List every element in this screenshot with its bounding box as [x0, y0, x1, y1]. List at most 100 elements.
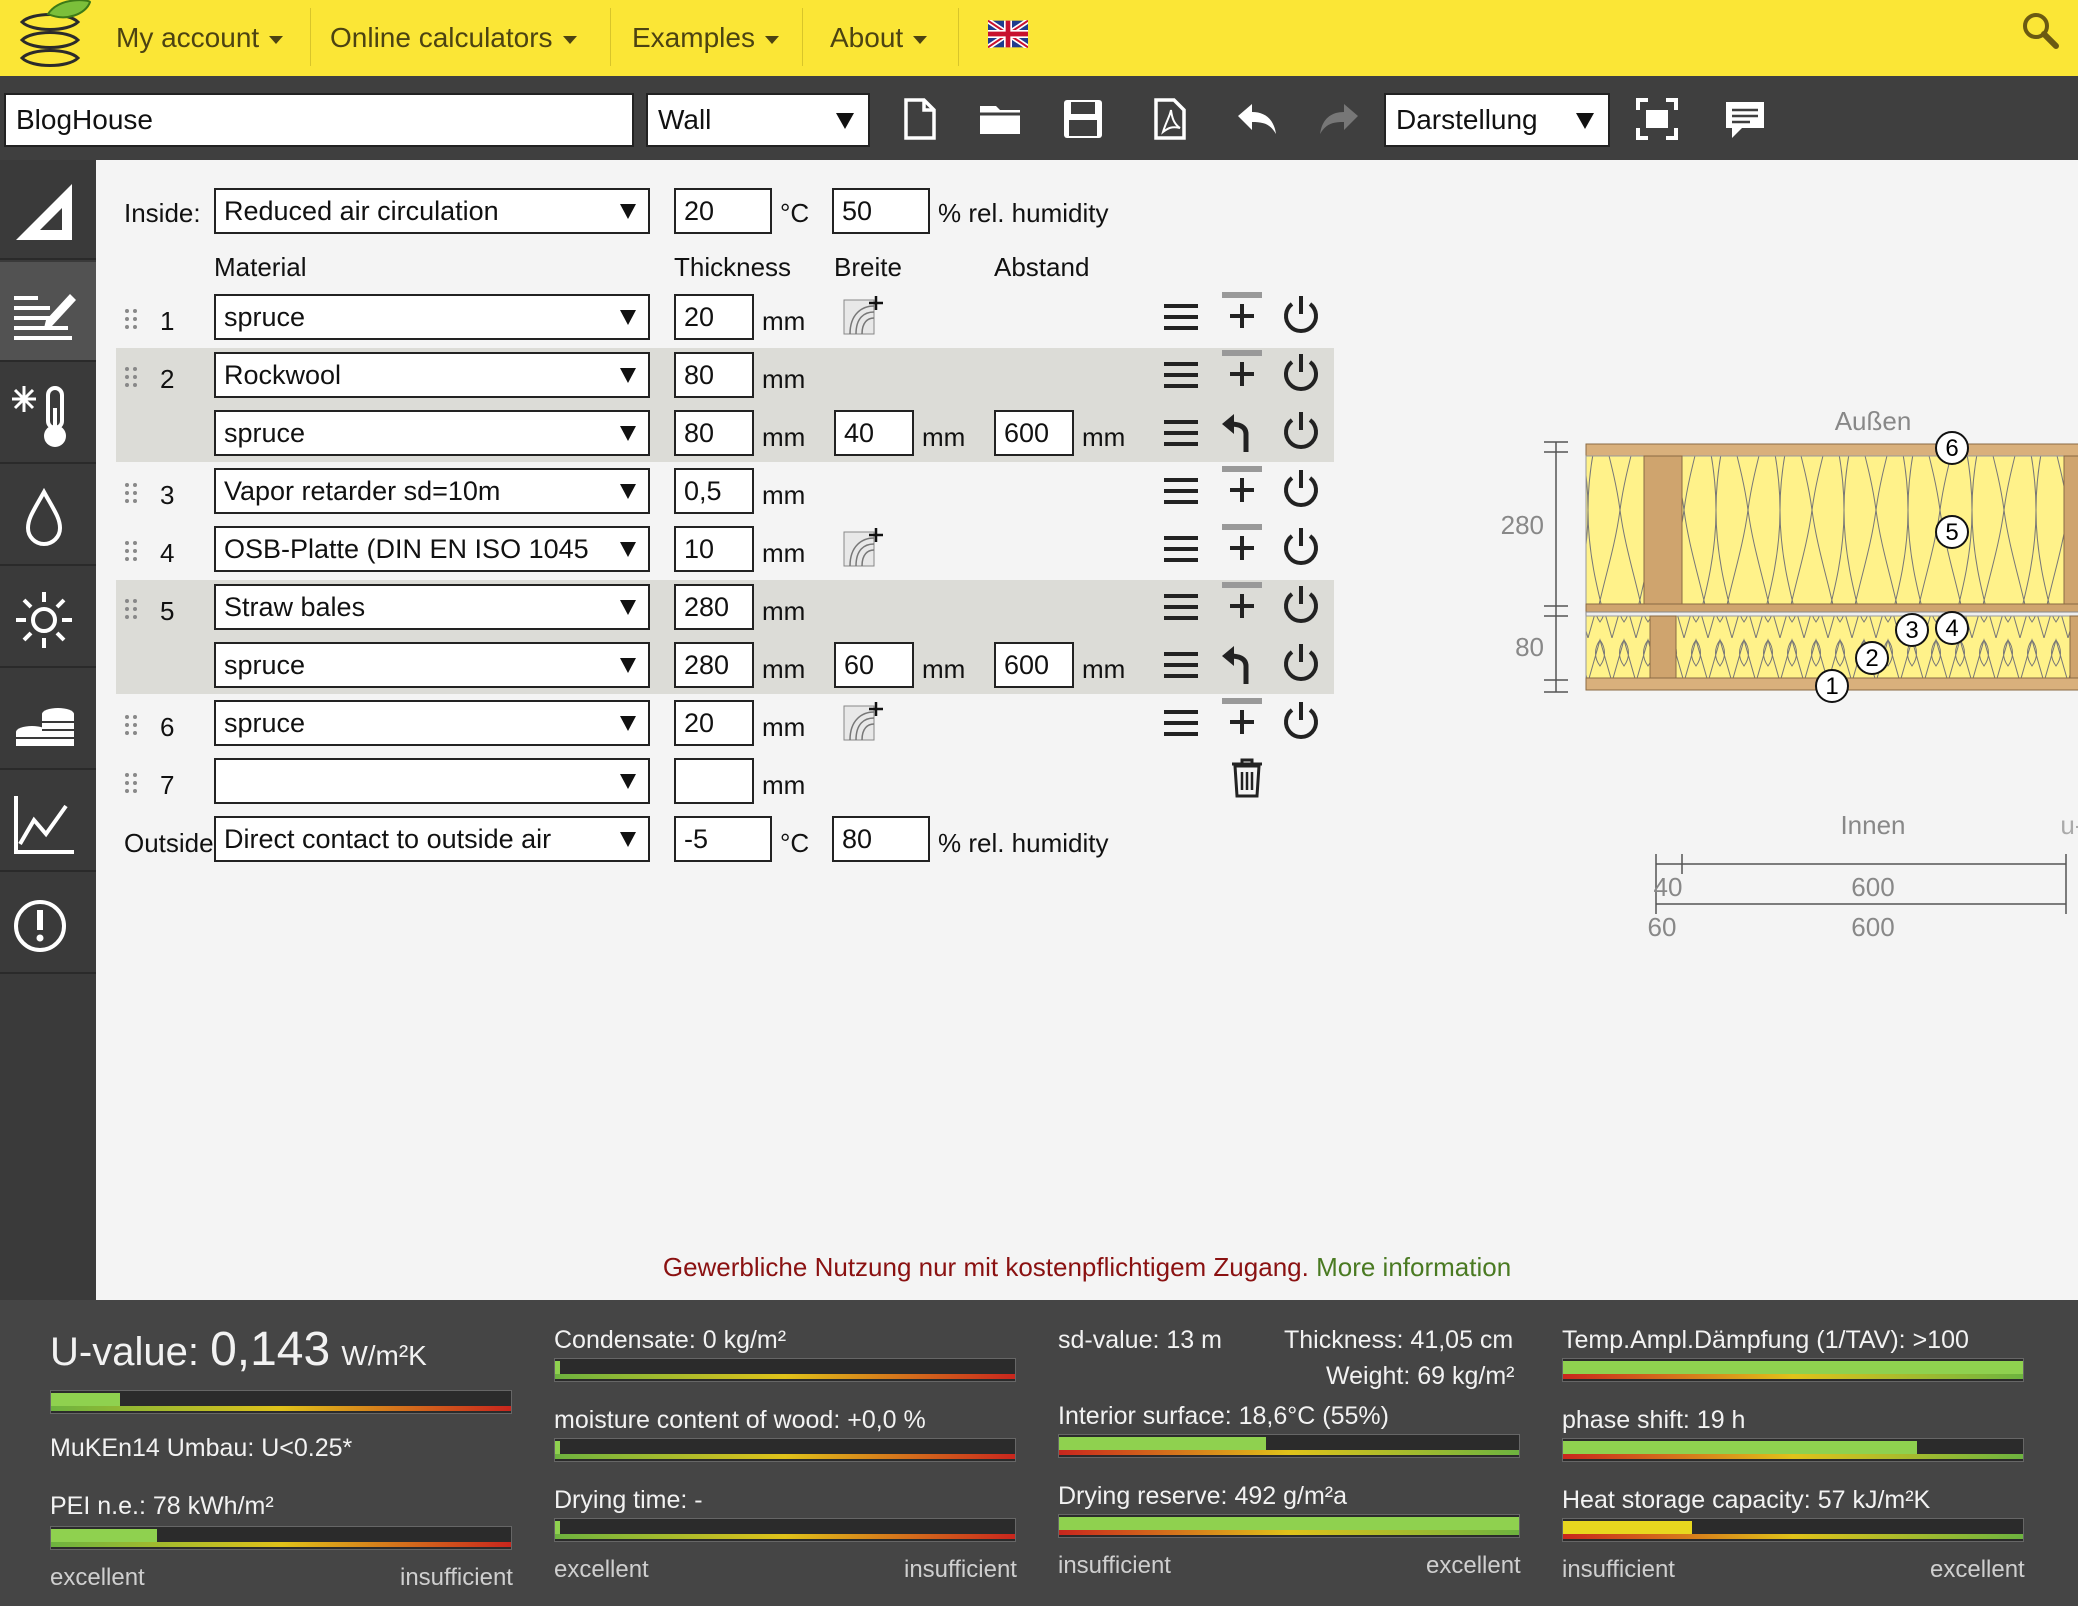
search-icon[interactable] [2020, 10, 2060, 50]
component-type-select[interactable]: Wall [646, 93, 870, 147]
drag-handle-icon[interactable] [124, 482, 138, 504]
layer-menu-icon[interactable] [1160, 702, 1202, 744]
power-toggle-icon[interactable] [1280, 352, 1322, 394]
sidebar-item-heat-protection[interactable] [0, 568, 96, 668]
add-layer-icon[interactable] [1220, 290, 1262, 332]
drag-handle-icon[interactable] [124, 714, 138, 736]
chevron-down-icon [764, 35, 779, 44]
thickness-input[interactable] [674, 758, 754, 804]
add-layer-icon[interactable] [1220, 348, 1262, 390]
power-toggle-icon[interactable] [1280, 642, 1322, 684]
undo-icon[interactable] [1232, 94, 1282, 144]
material-select[interactable]: spruce [214, 410, 650, 456]
material-select[interactable]: Rockwool [214, 352, 650, 398]
comment-icon[interactable] [1720, 94, 1770, 144]
view-mode-select[interactable]: Darstellung [1384, 93, 1610, 147]
new-document-icon[interactable] [894, 94, 944, 144]
power-toggle-icon[interactable] [1280, 700, 1322, 742]
dropdown-arrow-icon [620, 368, 636, 383]
add-layer-icon[interactable] [1220, 464, 1262, 506]
pdf-export-icon[interactable] [1144, 94, 1194, 144]
menu-about[interactable]: About [830, 10, 928, 66]
add-wood-frame-icon[interactable] [842, 700, 884, 742]
dimension-600-label: 600 [1851, 872, 1894, 902]
menu-online-calculators[interactable]: Online calculators [330, 10, 577, 66]
drag-handle-icon[interactable] [124, 540, 138, 562]
drag-handle-icon[interactable] [124, 308, 138, 330]
frame-spacing-input[interactable]: 600 [994, 642, 1074, 688]
power-toggle-icon[interactable] [1280, 584, 1322, 626]
sidebar-item-moisture[interactable] [0, 466, 96, 566]
line-chart-icon [14, 796, 74, 854]
outside-temperature-input[interactable]: -5 [674, 816, 772, 862]
trash-icon[interactable] [1226, 756, 1268, 798]
add-wood-frame-icon[interactable] [842, 526, 884, 568]
thickness-input[interactable]: 20 [674, 294, 754, 340]
inside-humidity-input[interactable]: 50 [832, 188, 930, 234]
layer-menu-icon[interactable] [1160, 412, 1202, 454]
sidebar-item-layers[interactable] [0, 262, 96, 362]
add-layer-icon[interactable] [1220, 522, 1262, 564]
power-toggle-icon[interactable] [1280, 526, 1322, 568]
frame-spacing-input[interactable]: 600 [994, 410, 1074, 456]
material-select[interactable]: Straw bales [214, 584, 650, 630]
layer-menu-icon[interactable] [1160, 354, 1202, 396]
inside-temperature-input[interactable]: 20 [674, 188, 772, 234]
thickness-header: Thickness [674, 252, 792, 282]
logo-icon[interactable] [8, 0, 92, 70]
thickness-input[interactable]: 20 [674, 700, 754, 746]
redo-icon[interactable] [1314, 94, 1364, 144]
thickness-input[interactable]: 80 [674, 352, 754, 398]
save-icon[interactable] [1058, 94, 1108, 144]
sidebar-item-costs[interactable] [0, 670, 96, 770]
material-select[interactable] [214, 758, 650, 804]
material-value: Straw bales [224, 592, 366, 622]
reset-frame-icon[interactable] [1220, 644, 1262, 686]
add-layer-icon[interactable] [1220, 580, 1262, 622]
sidebar-item-temperature[interactable] [0, 364, 96, 464]
drag-handle-icon[interactable] [124, 366, 138, 388]
thickness-input[interactable]: 280 [674, 584, 754, 630]
material-select[interactable]: OSB-Platte (DIN EN ISO 1045 [214, 526, 650, 572]
dimension-80-label: 80 [1515, 632, 1544, 662]
sidebar-item-chart[interactable] [0, 772, 96, 872]
power-toggle-icon[interactable] [1280, 410, 1322, 452]
material-select[interactable]: spruce [214, 294, 650, 340]
material-select[interactable]: Vapor retarder sd=10m [214, 468, 650, 514]
spacing-dimension-lines [1655, 854, 2067, 914]
menu-examples[interactable]: Examples [632, 10, 779, 66]
drag-handle-icon[interactable] [124, 598, 138, 620]
menu-my-account[interactable]: My account [116, 10, 284, 66]
add-layer-icon[interactable] [1220, 696, 1262, 738]
thickness-input[interactable]: 80 [674, 410, 754, 456]
layer-menu-icon[interactable] [1160, 528, 1202, 570]
material-select[interactable]: spruce [214, 700, 650, 746]
thickness-input[interactable]: 10 [674, 526, 754, 572]
outside-condition-select[interactable]: Direct contact to outside air [214, 816, 650, 862]
power-toggle-icon[interactable] [1280, 294, 1322, 336]
layer-menu-icon[interactable] [1160, 644, 1202, 686]
reset-frame-icon[interactable] [1220, 412, 1262, 454]
sidebar-item-geometry[interactable] [0, 160, 96, 260]
uk-flag-icon[interactable] [988, 20, 1028, 48]
layer-menu-icon[interactable] [1160, 296, 1202, 338]
sidebar-item-warnings[interactable] [0, 874, 96, 974]
outside-humidity-input[interactable]: 80 [832, 816, 930, 862]
thickness-input[interactable]: 0,5 [674, 468, 754, 514]
power-toggle-icon[interactable] [1280, 468, 1322, 510]
frame-width-input[interactable]: 60 [834, 642, 914, 688]
dropdown-arrow-icon [620, 832, 636, 847]
thickness-input[interactable]: 280 [674, 642, 754, 688]
project-name-input[interactable]: BlogHouse [4, 93, 634, 147]
fullscreen-icon[interactable] [1632, 94, 1682, 144]
add-wood-frame-icon[interactable] [842, 294, 884, 336]
more-information-link[interactable]: More information [1316, 1252, 1512, 1282]
layer-menu-icon[interactable] [1160, 586, 1202, 628]
drag-handle-icon[interactable] [124, 772, 138, 794]
layer-menu-icon[interactable] [1160, 470, 1202, 512]
inside-condition-select[interactable]: Reduced air circulation [214, 188, 650, 234]
material-value: spruce [224, 418, 306, 448]
frame-width-input[interactable]: 40 [834, 410, 914, 456]
open-folder-icon[interactable] [976, 94, 1026, 144]
material-select[interactable]: spruce [214, 642, 650, 688]
